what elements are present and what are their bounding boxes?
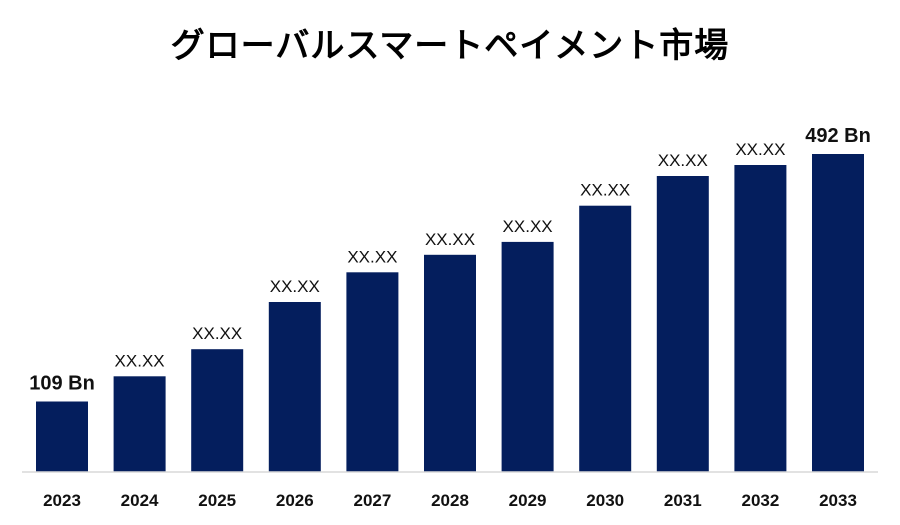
data-label-2026: XX.XX <box>270 277 320 296</box>
bar-2026 <box>268 302 321 472</box>
data-label-2028: XX.XX <box>425 230 475 249</box>
bar-2033 <box>812 154 864 472</box>
data-label-2029: XX.XX <box>503 217 553 236</box>
bar-2027 <box>346 272 399 472</box>
data-label-2027: XX.XX <box>347 247 397 266</box>
data-labels-group: 109 Bn XX.XX XX.XX XX.XX XX.XX XX.XX XX.XX XX.X… <box>29 125 871 395</box>
bar-2023 <box>36 401 88 472</box>
x-tick-label-2026: 2026 <box>276 491 314 510</box>
x-tick-label-2023: 2023 <box>43 491 81 510</box>
x-tick-label-2030: 2030 <box>586 491 624 510</box>
bar-2030 <box>579 205 632 472</box>
x-tick-label-2025: 2025 <box>198 491 236 510</box>
chart-title: グローバルスマートペイメント市場 <box>170 26 730 66</box>
bar-2025 <box>191 349 244 472</box>
bar-2024 <box>113 376 166 472</box>
bar-2028 <box>424 254 476 472</box>
data-label-2032: XX.XX <box>735 140 785 159</box>
x-tick-label-2033: 2033 <box>819 491 857 510</box>
data-label-2030: XX.XX <box>580 181 630 200</box>
data-label-2033: 492 Bn <box>805 125 871 147</box>
bar-2032 <box>734 165 787 472</box>
x-tick-label-2024: 2024 <box>121 491 159 510</box>
data-label-2031: XX.XX <box>658 151 708 170</box>
x-tick-label-2027: 2027 <box>353 491 391 510</box>
bar-2029 <box>501 241 554 472</box>
x-tick-label-2029: 2029 <box>509 491 547 510</box>
data-label-2024: XX.XX <box>115 351 165 370</box>
data-label-2025: XX.XX <box>192 324 242 343</box>
x-tick-label-2028: 2028 <box>431 491 469 510</box>
x-tick-labels-group: 2023 2024 2025 2026 2027 2028 2029 2030 2031 2032… <box>43 491 857 510</box>
bar-2031 <box>656 176 709 472</box>
data-label-2023: 109 Bn <box>29 373 95 395</box>
x-tick-label-2031: 2031 <box>664 491 702 510</box>
bars-group <box>36 154 864 472</box>
x-tick-label-2032: 2032 <box>741 491 779 510</box>
